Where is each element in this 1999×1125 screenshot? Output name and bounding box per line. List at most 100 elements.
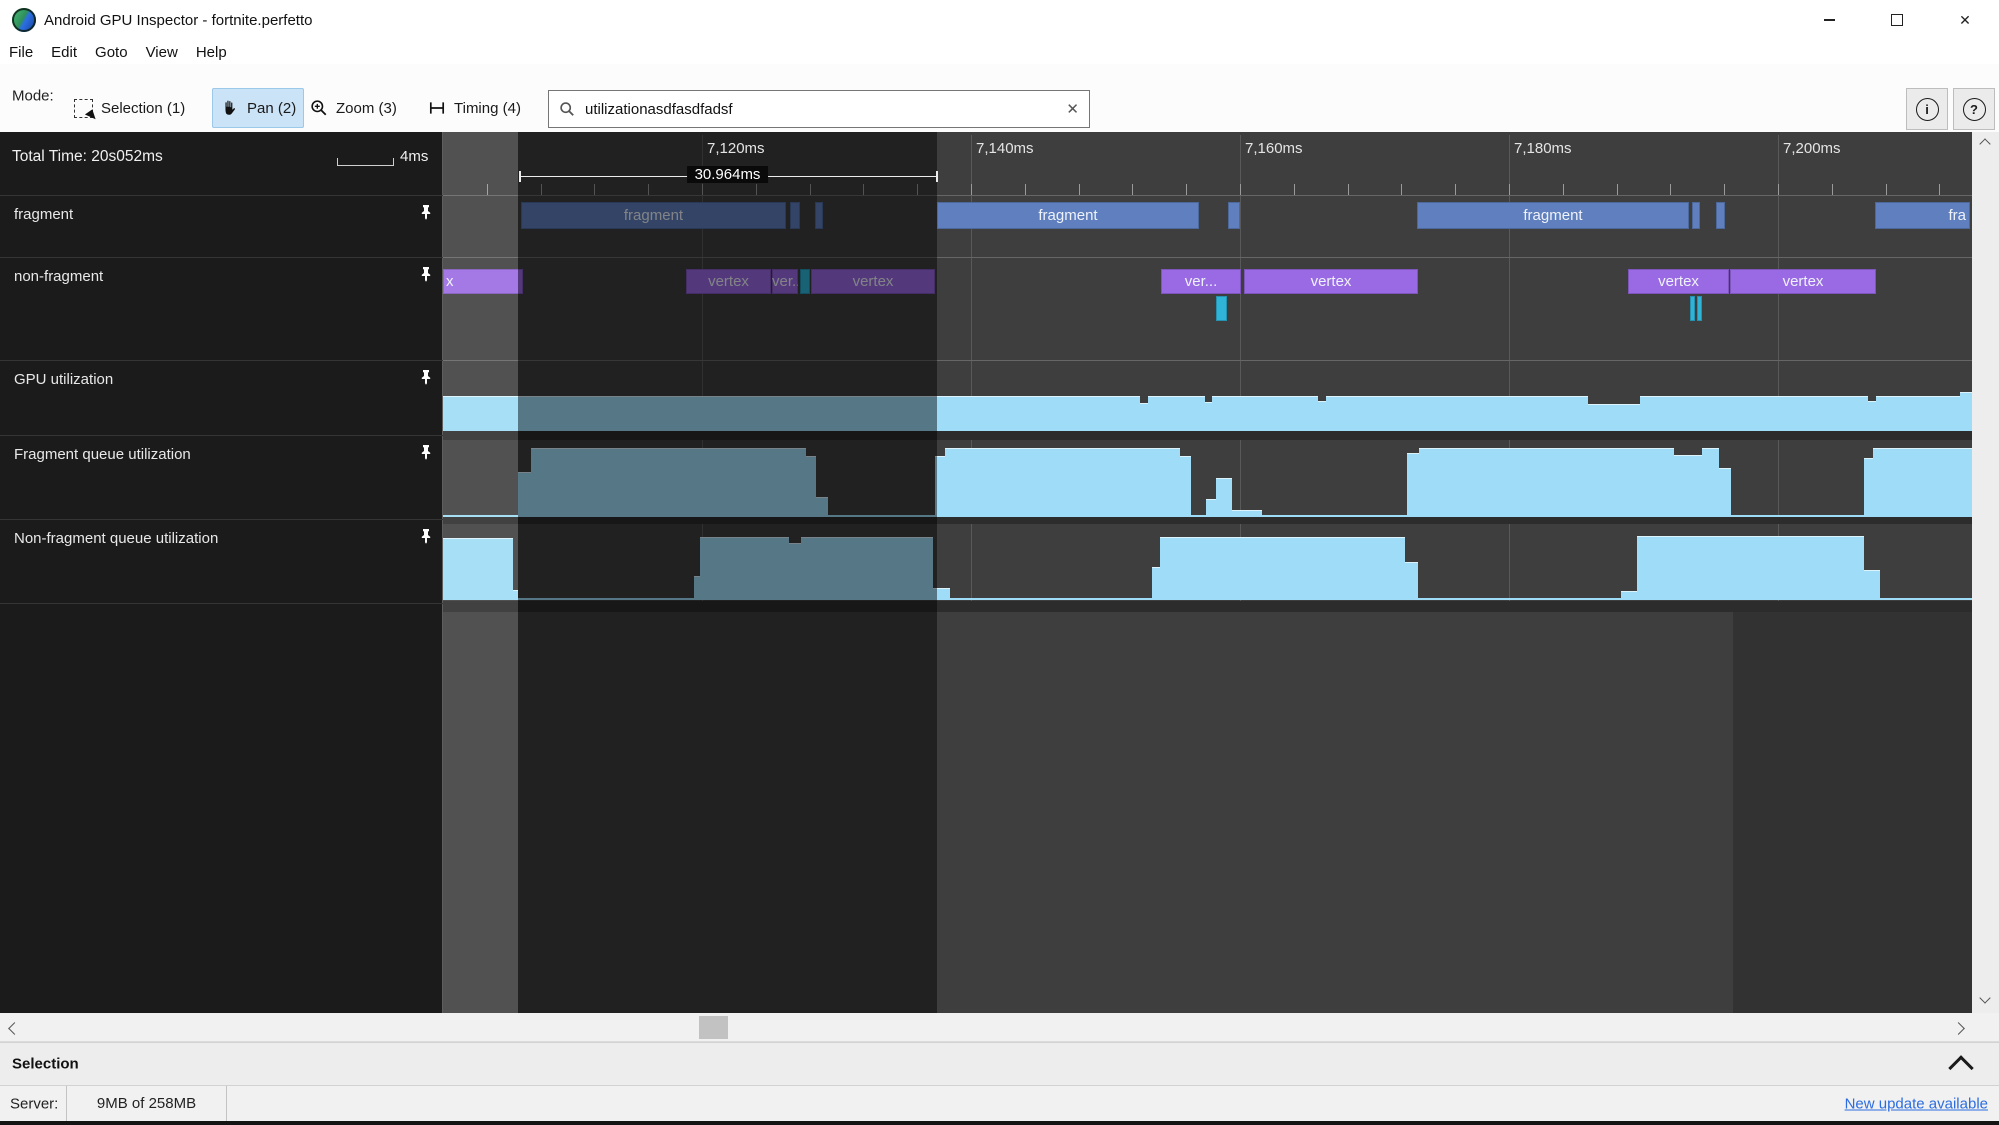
fragment-slice[interactable]: fragment <box>521 202 786 229</box>
status-bar: Server: 9MB of 258MB New update availabl… <box>0 1085 1999 1121</box>
menu-help[interactable]: Help <box>195 43 227 61</box>
scroll-left-icon[interactable] <box>8 1022 21 1035</box>
pin-icon[interactable] <box>418 444 434 460</box>
ruler-minor-tick <box>1886 184 1887 196</box>
selection-panel-header[interactable]: Selection <box>0 1042 1999 1085</box>
horizontal-scrollbar-thumb[interactable] <box>699 1016 728 1039</box>
mode-selection-button[interactable]: Selection (1) <box>66 88 193 128</box>
timeline-header-row: Total Time: 20s052ms 4ms <box>0 132 443 196</box>
menu-file[interactable]: File <box>9 43 34 61</box>
track-row-non-fragment[interactable]: non-fragment <box>0 258 443 361</box>
compute-slice[interactable] <box>800 269 810 294</box>
slice-label: fragment <box>1038 207 1098 224</box>
track-row-fragment[interactable]: fragment <box>0 196 443 258</box>
vertex-slice[interactable]: vertex <box>811 269 935 294</box>
maximize-button[interactable] <box>1863 0 1931 40</box>
fragment-slice[interactable]: fragment <box>937 202 1199 229</box>
vertex-slice[interactable]: ver... <box>1161 269 1241 294</box>
pin-icon[interactable] <box>418 369 434 385</box>
ruler-gridline <box>1778 135 1779 612</box>
compute-child-slice[interactable] <box>1216 296 1227 321</box>
track-label: non-fragment <box>14 268 104 285</box>
fragment-slice[interactable] <box>815 202 823 229</box>
scroll-right-icon[interactable] <box>1952 1022 1965 1035</box>
total-time-label: Total Time: 20s052ms <box>12 148 163 165</box>
fragment-queue-utilization-segment <box>1864 458 1873 517</box>
fragment-queue-utilization-segment <box>945 448 1180 517</box>
ruler-minor-tick <box>1617 184 1618 196</box>
menu-edit[interactable]: Edit <box>51 43 78 61</box>
close-button[interactable]: ✕ <box>1931 0 1999 40</box>
track-separator <box>443 360 1972 361</box>
gpu-utilization-baseline <box>443 429 1972 431</box>
vertex-slice[interactable]: x <box>443 269 523 294</box>
scroll-down-icon[interactable] <box>1979 992 1991 1004</box>
menu-goto[interactable]: Goto <box>95 43 128 61</box>
light-highlight-band <box>443 132 518 1013</box>
non-fragment-queue-utilization-segment <box>700 537 789 600</box>
pin-icon[interactable] <box>418 266 434 282</box>
search-input[interactable] <box>583 99 1059 119</box>
mode-label: Mode: <box>12 87 54 105</box>
pin-icon[interactable] <box>418 204 434 220</box>
help-icon: ? <box>1962 97 1986 121</box>
fragment-slice[interactable] <box>1228 202 1240 229</box>
help-button[interactable]: ? <box>1953 88 1995 130</box>
slice-label: vertex <box>1658 273 1699 290</box>
fragment-slice[interactable] <box>790 202 800 229</box>
fragment-slice[interactable]: fra <box>1875 202 1970 229</box>
slice-label: fra <box>1948 207 1966 224</box>
timeline-view[interactable]: 7,120ms 7,140ms 7,160ms 7,180ms 7,200ms fragm… <box>0 132 1999 1013</box>
non-fragment-queue-utilization-segment <box>694 576 700 600</box>
fragment-queue-utilization-segment <box>1719 468 1731 517</box>
new-update-link[interactable]: New update available <box>1844 1095 1988 1112</box>
horizontal-scrollbar[interactable] <box>0 1013 1999 1042</box>
track-row-fragment-queue-utilization[interactable]: Fragment queue utilization <box>0 436 443 520</box>
fragment-queue-utilization-segment <box>531 448 806 517</box>
mode-pan-button[interactable]: Pan (2) <box>212 88 305 128</box>
timeline-canvas: 7,120ms 7,140ms 7,160ms 7,180ms 7,200ms fragm… <box>0 132 1999 1013</box>
vertex-slice[interactable]: ver... <box>772 269 798 294</box>
non-fragment-queue-utilization-segment <box>1637 536 1864 600</box>
slice-label: vertex <box>852 273 894 290</box>
collapse-panel-icon[interactable] <box>1948 1055 1974 1081</box>
ruler-minor-tick <box>541 184 542 196</box>
fragment-slice[interactable] <box>1716 202 1725 229</box>
fragment-slice[interactable]: fragment <box>1417 202 1689 229</box>
mode-pan-label: Pan (2) <box>247 99 297 117</box>
compute-child-slice[interactable] <box>1697 296 1702 321</box>
vertical-scrollbar[interactable] <box>1972 132 1999 1013</box>
track-row-gpu-utilization[interactable]: GPU utilization <box>0 361 443 436</box>
clear-search-icon[interactable]: ✕ <box>1066 101 1079 118</box>
minimize-button[interactable] <box>1795 0 1863 40</box>
ruler-minor-tick <box>1670 184 1671 196</box>
pin-icon[interactable] <box>418 528 434 544</box>
vertex-slice[interactable]: vertex <box>686 269 771 294</box>
scale-value-label: 4ms <box>400 148 429 165</box>
track-row-non-fragment-queue-utilization[interactable]: Non-fragment queue utilization <box>0 520 443 604</box>
gpu-utilization-segment <box>1212 396 1318 431</box>
vertex-slice[interactable]: vertex <box>1628 269 1729 294</box>
ruler-minor-tick <box>1240 184 1241 196</box>
ruler-time-label: 7,180ms <box>1514 140 1572 157</box>
timing-selection-band <box>518 132 937 1013</box>
menu-view[interactable]: View <box>145 43 178 61</box>
mode-timing-button[interactable]: Timing (4) <box>420 88 529 128</box>
ruler-minor-tick <box>1455 184 1456 196</box>
info-button[interactable]: i <box>1906 88 1948 130</box>
compute-child-slice[interactable] <box>1690 296 1695 321</box>
window-title: Android GPU Inspector - fortnite.perfett… <box>44 11 313 29</box>
scroll-up-icon[interactable] <box>1979 138 1991 150</box>
non-fragment-queue-utilization-segment <box>1152 567 1160 600</box>
scale-bracket-icon <box>337 158 394 166</box>
mode-zoom-button[interactable]: Zoom (3) <box>302 88 405 128</box>
slice-label: vertex <box>1310 273 1352 290</box>
gpu-utilization-segment <box>1876 396 1960 431</box>
slice-label: ver... <box>772 273 798 290</box>
gpu-utilization-segment <box>1960 392 1972 431</box>
vertex-slice[interactable]: vertex <box>1244 269 1418 294</box>
search-box: ✕ <box>548 90 1090 128</box>
vertex-slice[interactable]: vertex <box>1730 269 1876 294</box>
fragment-slice[interactable] <box>1692 202 1700 229</box>
